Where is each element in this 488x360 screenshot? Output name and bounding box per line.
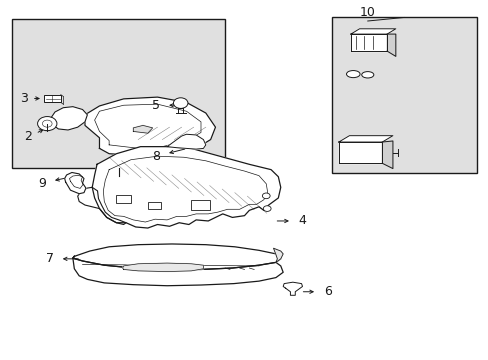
- Text: 3: 3: [20, 92, 28, 105]
- Text: 9: 9: [39, 177, 46, 190]
- Text: 2: 2: [24, 130, 32, 143]
- Ellipse shape: [361, 72, 373, 78]
- Circle shape: [42, 120, 52, 127]
- Bar: [44, 95, 61, 102]
- Polygon shape: [386, 34, 395, 57]
- Bar: [191, 201, 209, 210]
- Bar: [331, 18, 476, 173]
- Text: 1: 1: [115, 180, 122, 193]
- Polygon shape: [64, 172, 86, 194]
- Circle shape: [262, 193, 269, 199]
- Polygon shape: [73, 256, 283, 286]
- Text: 6: 6: [323, 285, 331, 298]
- Polygon shape: [273, 248, 283, 262]
- Polygon shape: [51, 107, 87, 130]
- Polygon shape: [338, 136, 392, 142]
- Polygon shape: [78, 187, 126, 225]
- Polygon shape: [338, 142, 382, 163]
- Polygon shape: [73, 244, 280, 269]
- Text: 5: 5: [152, 99, 160, 112]
- Bar: [116, 195, 131, 203]
- Polygon shape: [122, 263, 203, 271]
- Polygon shape: [167, 134, 205, 149]
- Polygon shape: [92, 147, 280, 228]
- Text: 10: 10: [359, 6, 375, 19]
- Text: 4: 4: [298, 215, 306, 228]
- Circle shape: [38, 117, 57, 131]
- Polygon shape: [350, 34, 386, 51]
- Ellipse shape: [346, 71, 359, 78]
- Bar: [12, 19, 224, 168]
- Polygon shape: [350, 29, 395, 34]
- Polygon shape: [283, 282, 302, 295]
- Polygon shape: [382, 141, 392, 168]
- Polygon shape: [133, 125, 152, 133]
- Text: 7: 7: [45, 252, 53, 265]
- Circle shape: [263, 206, 270, 211]
- Text: 8: 8: [152, 150, 160, 163]
- Circle shape: [173, 98, 187, 108]
- Bar: [147, 202, 161, 209]
- Polygon shape: [85, 97, 215, 156]
